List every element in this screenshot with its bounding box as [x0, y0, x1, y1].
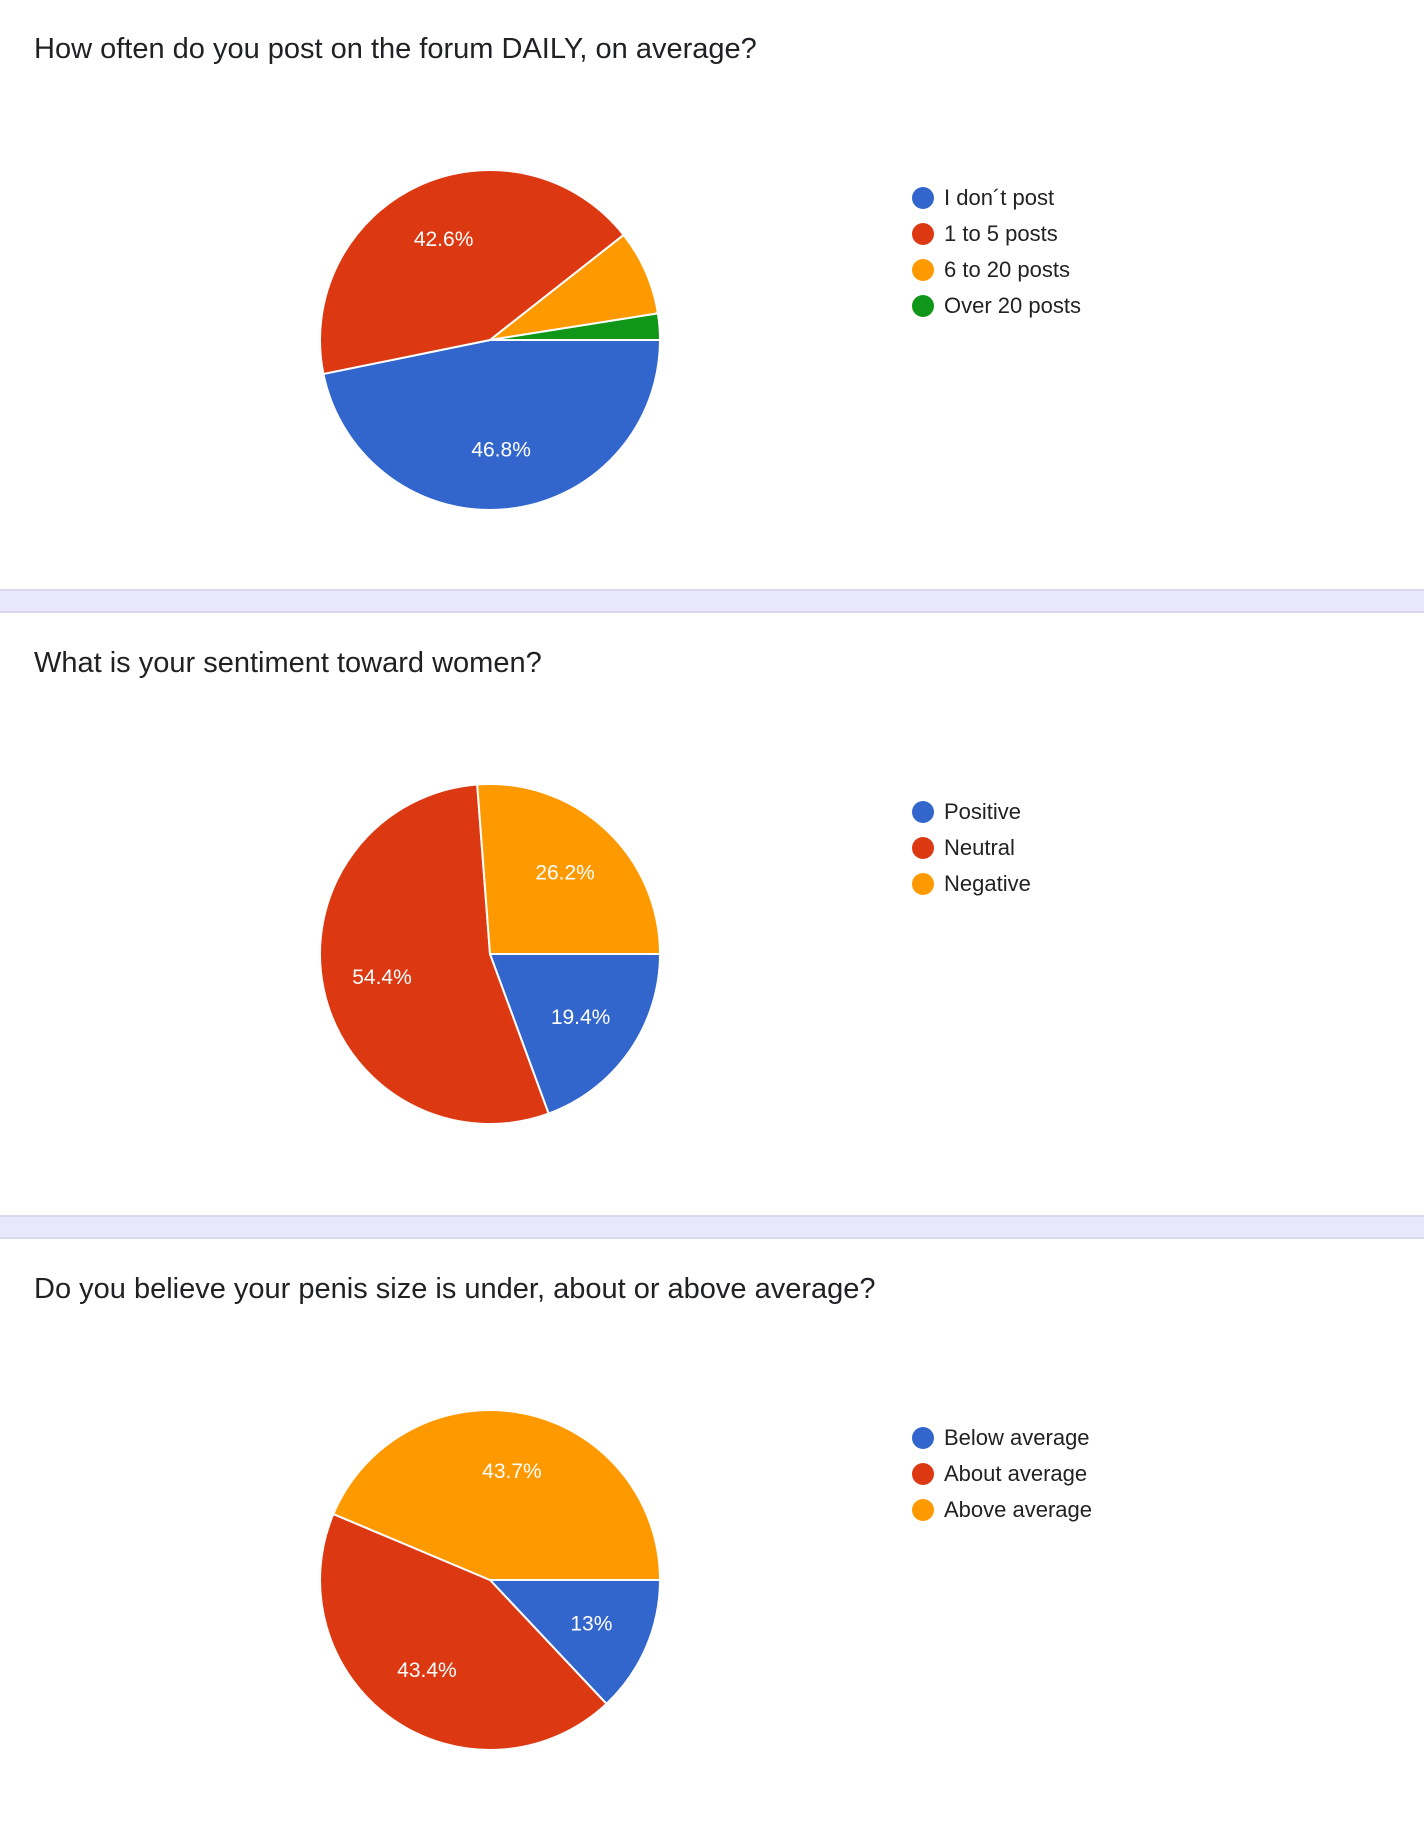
- legend-swatch: [912, 801, 934, 823]
- slice-label-i-don-t-post: 46.8%: [471, 438, 531, 461]
- legend-label: 1 to 5 posts: [944, 221, 1058, 246]
- pie-chart: 19.4% 54.4% 26.2%: [319, 783, 662, 1125]
- question-title: How often do you post on the forum DAILY…: [34, 33, 757, 65]
- legend-swatch: [912, 223, 934, 245]
- legend-label: Neutral: [944, 835, 1015, 860]
- pie-slice-neutral: [319, 783, 550, 1125]
- question-card-size: Do you believe your penis size is under,…: [0, 1240, 1424, 1841]
- question-card-posting: How often do you post on the forum DAILY…: [0, 0, 1424, 588]
- legend-item-negative: Negative: [912, 866, 1031, 902]
- legend-label: Below average: [944, 1425, 1090, 1450]
- legend-item-1-to-5-posts: 1 to 5 posts: [912, 216, 1081, 252]
- question-title: What is your sentiment toward women?: [34, 647, 542, 679]
- chart-legend: I don´t post 1 to 5 posts 6 to 20 posts Ove…: [912, 180, 1081, 324]
- legend-item-about-average: About average: [912, 1456, 1092, 1492]
- question-card-sentiment: What is your sentiment toward women? 19.…: [0, 614, 1424, 1215]
- legend-label: Over 20 posts: [944, 293, 1081, 318]
- legend-label: Above average: [944, 1497, 1092, 1522]
- pie-slice-negative: [476, 783, 662, 955]
- legend-swatch: [912, 187, 934, 209]
- pie-chart: 46.8% 42.6%: [319, 168, 662, 512]
- legend-swatch: [912, 1463, 934, 1485]
- legend-item-i-don-t-post: I don´t post: [912, 180, 1081, 216]
- chart-legend: Below average About average Above average: [912, 1420, 1092, 1528]
- pie-slice-about-average: [319, 1512, 608, 1751]
- legend-item-above-average: Above average: [912, 1492, 1092, 1528]
- legend-swatch: [912, 873, 934, 895]
- legend-swatch: [912, 1427, 934, 1449]
- chart-legend: Positive Neutral Negative: [912, 794, 1031, 902]
- legend-label: Positive: [944, 799, 1022, 824]
- legend-item-neutral: Neutral: [912, 830, 1031, 866]
- pie-slice-i-don-t-post: [322, 339, 662, 512]
- legend-item-6-to-20-posts: 6 to 20 posts: [912, 252, 1081, 288]
- pie-slice-1-to-5-posts: [319, 168, 626, 376]
- legend-swatch: [912, 259, 934, 281]
- legend-label: About average: [944, 1461, 1088, 1486]
- pie-slice-over-20-posts: [489, 312, 662, 341]
- legend-item-over-20-posts: Over 20 posts: [912, 288, 1081, 324]
- legend-label: Negative: [944, 871, 1031, 896]
- legend-swatch: [912, 837, 934, 859]
- slice-label-below-average: 13%: [570, 1612, 612, 1635]
- slice-label-1-to-5-posts: 42.6%: [414, 228, 474, 251]
- slice-label-about-average: 43.4%: [397, 1659, 457, 1682]
- legend-item-below-average: Below average: [912, 1420, 1092, 1456]
- pie-slice-positive: [488, 953, 662, 1115]
- legend-swatch: [912, 295, 934, 317]
- question-title: Do you believe your penis size is under,…: [34, 1273, 876, 1305]
- legend-item-positive: Positive: [912, 794, 1031, 830]
- pie-chart: 13% 43.4% 43.7%: [319, 1409, 662, 1751]
- legend-label: I don´t post: [944, 185, 1055, 210]
- slice-label-negative: 26.2%: [535, 862, 595, 885]
- slice-label-neutral: 54.4%: [352, 966, 412, 989]
- section-divider: [0, 1215, 1424, 1239]
- legend-label: 6 to 20 posts: [944, 257, 1070, 282]
- slice-label-positive: 19.4%: [551, 1006, 611, 1029]
- pie-slice-below-average: [487, 1579, 662, 1706]
- slice-label-above-average: 43.7%: [482, 1460, 542, 1483]
- legend-swatch: [912, 1499, 934, 1521]
- pie-slice-above-average: [332, 1409, 662, 1581]
- section-divider: [0, 589, 1424, 613]
